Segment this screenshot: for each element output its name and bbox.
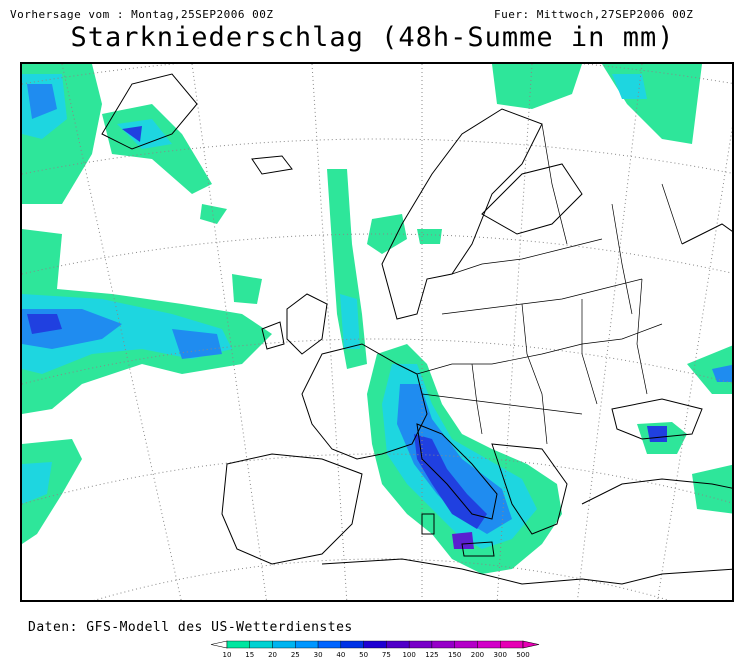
- legend-swatch: [477, 640, 501, 649]
- coast-sicily: [461, 541, 495, 557]
- coast-black-sea: [611, 398, 703, 440]
- map-canvas: [22, 64, 732, 600]
- coast-iceland: [251, 155, 293, 175]
- legend-swatch: [408, 640, 433, 649]
- borders: [416, 123, 683, 445]
- legend-swatch: [272, 640, 296, 649]
- coast-balkans: [491, 443, 568, 535]
- legend-swatch: [226, 640, 250, 649]
- precip-field-atlantic-south: [22, 439, 82, 544]
- legend-tick-label: 20: [268, 651, 277, 659]
- forecast-from-label: Vorhersage vom : Montag,25SEP2006 00Z: [10, 8, 274, 21]
- legend-arrow-right: [522, 640, 540, 649]
- coast-british-isles: [286, 293, 328, 355]
- legend-tick-label: 300: [494, 651, 507, 659]
- coast-scandinavia: [381, 108, 543, 320]
- precip-field-atlantic-mid: [22, 229, 272, 414]
- legend-swatch: [295, 640, 319, 649]
- legend-tick-label: 30: [314, 651, 323, 659]
- coast-italy: [416, 423, 498, 520]
- data-source-label: Daten: GFS-Modell des US-Wetterdienstes: [28, 620, 353, 635]
- coast-north-africa: [321, 558, 732, 585]
- legend-tick-label: 125: [425, 651, 438, 659]
- legend-tick-label: 25: [291, 651, 300, 659]
- legend-swatch: [317, 640, 342, 649]
- legend-swatch: [500, 640, 524, 649]
- precip-field-arctic: [492, 64, 702, 144]
- precip-legend: 10 15 20 25 30 40 50 75 100 125 150 200 300 500: [210, 640, 540, 659]
- coast-greenland: [101, 73, 198, 150]
- coast-anatolia: [581, 478, 732, 505]
- precip-field-mediterranean: [367, 344, 562, 574]
- legend-tick-label: 40: [336, 651, 345, 659]
- precipitation-map: [20, 62, 734, 602]
- legend-swatch: [386, 640, 410, 649]
- coast-east: [681, 223, 732, 245]
- legend-arrow-left: [210, 640, 228, 649]
- map-title: Starkniederschlag (48h-Summe in mm): [70, 22, 675, 53]
- legend-tick-label: 500: [516, 651, 529, 659]
- coast-iberia: [221, 453, 363, 565]
- legend-swatch: [363, 640, 387, 649]
- coast-ireland: [261, 321, 285, 350]
- precip-field-black-sea: [637, 345, 732, 514]
- coast-france: [301, 343, 428, 460]
- precip-field-atlantic-north: [22, 64, 227, 224]
- coastlines: [101, 73, 732, 585]
- legend-tick-label: 100: [402, 651, 415, 659]
- legend-swatch: [340, 640, 364, 649]
- legend-tick-label: 150: [448, 651, 461, 659]
- valid-for-label: Fuer: Mittwoch,27SEP2006 00Z: [494, 8, 694, 21]
- legend-tick-label: 75: [382, 651, 391, 659]
- coast-finland: [481, 163, 583, 235]
- coast-sardinia: [421, 513, 435, 535]
- precip-field-north-sea-band: [327, 169, 442, 369]
- legend-swatch: [454, 640, 478, 649]
- legend-swatch: [431, 640, 455, 649]
- graticule: [22, 64, 732, 600]
- legend-tick-label: 200: [471, 651, 484, 659]
- legend-swatch: [249, 640, 273, 649]
- legend-tick-label: 10: [223, 651, 232, 659]
- legend-tick-label: 50: [359, 651, 368, 659]
- legend-tick-label: 15: [245, 651, 254, 659]
